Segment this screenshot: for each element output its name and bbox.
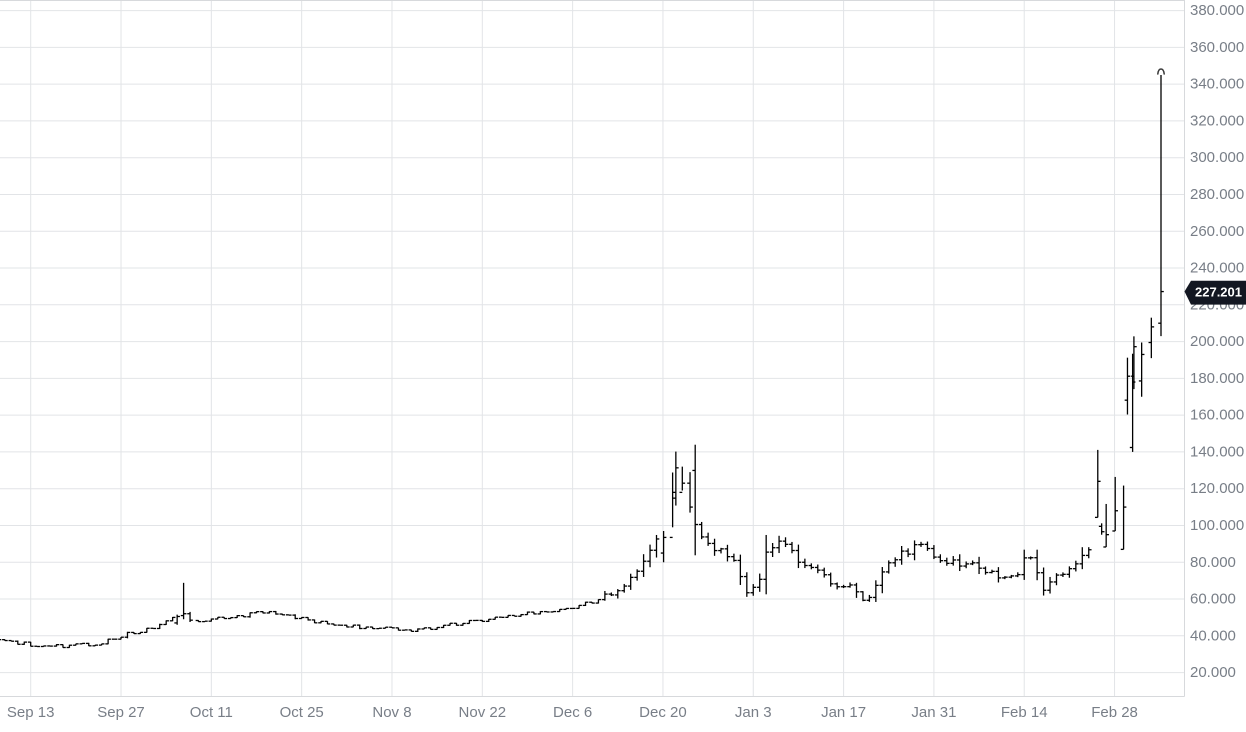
- svg-text:280.000: 280.000: [1190, 186, 1244, 203]
- svg-text:340.000: 340.000: [1190, 76, 1244, 93]
- svg-text:Feb 14: Feb 14: [1001, 704, 1048, 721]
- svg-text:227.201: 227.201: [1195, 285, 1242, 300]
- svg-text:320.000: 320.000: [1190, 112, 1244, 129]
- svg-text:60.000: 60.000: [1190, 591, 1236, 608]
- svg-text:Nov 22: Nov 22: [459, 704, 507, 721]
- svg-text:120.000: 120.000: [1190, 480, 1244, 497]
- svg-text:300.000: 300.000: [1190, 149, 1244, 166]
- svg-text:200.000: 200.000: [1190, 333, 1244, 350]
- svg-text:260.000: 260.000: [1190, 223, 1244, 240]
- svg-text:Dec 20: Dec 20: [639, 704, 687, 721]
- svg-text:Feb 28: Feb 28: [1091, 704, 1138, 721]
- svg-text:240.000: 240.000: [1190, 260, 1244, 277]
- svg-text:Nov 8: Nov 8: [372, 704, 411, 721]
- svg-text:Sep 27: Sep 27: [97, 704, 145, 721]
- svg-text:180.000: 180.000: [1190, 370, 1244, 387]
- svg-text:80.000: 80.000: [1190, 554, 1236, 571]
- svg-text:380.000: 380.000: [1190, 2, 1244, 19]
- svg-text:360.000: 360.000: [1190, 39, 1244, 56]
- svg-text:Oct 25: Oct 25: [280, 704, 324, 721]
- svg-text:40.000: 40.000: [1190, 627, 1236, 644]
- svg-text:20.000: 20.000: [1190, 664, 1236, 681]
- svg-text:Jan 17: Jan 17: [821, 704, 866, 721]
- svg-text:140.000: 140.000: [1190, 443, 1244, 460]
- svg-text:Jan 3: Jan 3: [735, 704, 772, 721]
- svg-text:Sep 13: Sep 13: [7, 704, 55, 721]
- svg-text:160.000: 160.000: [1190, 407, 1244, 424]
- svg-text:Oct 11: Oct 11: [190, 704, 233, 721]
- svg-text:100.000: 100.000: [1190, 517, 1244, 534]
- svg-text:Jan 31: Jan 31: [911, 704, 956, 721]
- svg-text:Dec 6: Dec 6: [553, 704, 592, 721]
